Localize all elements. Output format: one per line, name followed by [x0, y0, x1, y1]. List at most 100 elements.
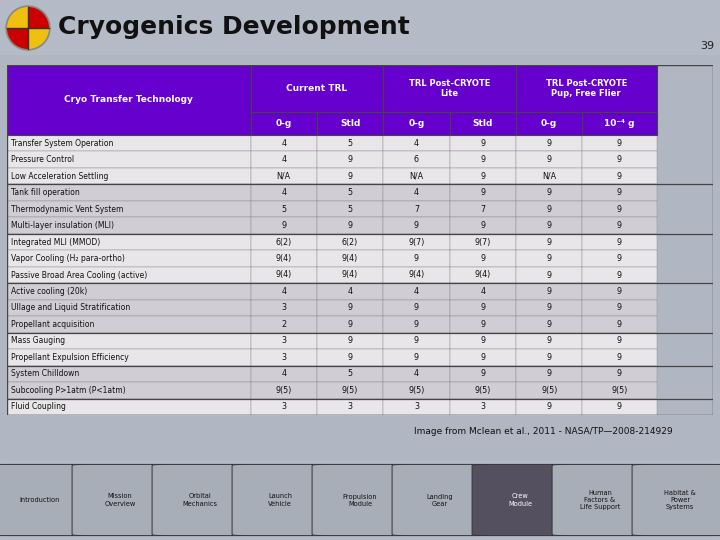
Bar [251, 333, 317, 349]
Text: TRL Post-CRYOTE
Pup, Free Flier: TRL Post-CRYOTE Pup, Free Flier [546, 79, 627, 98]
Bar [7, 65, 251, 135]
Bar [383, 234, 450, 251]
Text: Habitat &
Power
Systems: Habitat & Power Systems [664, 490, 696, 510]
Bar [516, 234, 582, 251]
Bar [582, 284, 657, 300]
Bar [582, 300, 657, 316]
Text: 2: 2 [282, 320, 287, 329]
Bar [582, 366, 657, 382]
Text: 9: 9 [546, 188, 552, 197]
Bar [582, 234, 657, 251]
Text: 9(4): 9(4) [408, 271, 425, 280]
Text: 5: 5 [348, 205, 353, 214]
Bar [7, 135, 251, 152]
Bar [7, 168, 251, 185]
Text: 9: 9 [617, 188, 622, 197]
Bar [582, 201, 657, 218]
Bar [582, 399, 657, 415]
Bar [383, 168, 450, 185]
Text: 9(4): 9(4) [474, 271, 491, 280]
Bar [317, 284, 383, 300]
FancyBboxPatch shape [232, 464, 328, 536]
Bar [7, 185, 251, 201]
Text: 9: 9 [546, 221, 552, 230]
Bar [317, 218, 383, 234]
Text: 10⁻⁴ g: 10⁻⁴ g [604, 119, 635, 128]
Bar [383, 300, 450, 316]
Text: 3: 3 [282, 336, 287, 346]
Bar [0, 55, 720, 460]
Text: 9: 9 [480, 369, 485, 379]
Bar [251, 300, 317, 316]
Text: 9: 9 [546, 303, 552, 313]
Bar [516, 267, 582, 284]
Bar [450, 112, 516, 135]
Text: 6(2): 6(2) [342, 238, 359, 247]
Text: Pressure Control: Pressure Control [12, 155, 74, 164]
Text: 9: 9 [348, 155, 353, 164]
Bar [516, 185, 582, 201]
Text: 4: 4 [414, 287, 419, 296]
Text: 3: 3 [348, 402, 353, 411]
Bar [251, 251, 317, 267]
Text: 9: 9 [480, 221, 485, 230]
Text: 9: 9 [617, 353, 622, 362]
Text: 9: 9 [480, 320, 485, 329]
Text: 9: 9 [617, 254, 622, 263]
Text: 9: 9 [414, 320, 419, 329]
Text: 9(5): 9(5) [541, 386, 557, 395]
Bar [516, 333, 582, 349]
Text: 9: 9 [617, 155, 622, 164]
Bar [383, 251, 450, 267]
Text: 4: 4 [282, 155, 287, 164]
Bar [582, 185, 657, 201]
Text: 5: 5 [348, 188, 353, 197]
Bar [450, 284, 516, 300]
FancyBboxPatch shape [552, 464, 648, 536]
Bar [450, 218, 516, 234]
Bar [383, 65, 516, 112]
Text: 9: 9 [617, 205, 622, 214]
Bar [317, 152, 383, 168]
Bar [251, 112, 317, 135]
Bar [251, 152, 317, 168]
Text: 9: 9 [480, 172, 485, 181]
Bar [251, 366, 317, 382]
Text: 9(7): 9(7) [408, 238, 425, 247]
FancyBboxPatch shape [72, 464, 168, 536]
Bar [383, 284, 450, 300]
Bar [450, 267, 516, 284]
Text: 3: 3 [282, 303, 287, 313]
Bar [251, 382, 317, 399]
Text: 9(5): 9(5) [276, 386, 292, 395]
Text: 9(4): 9(4) [342, 254, 359, 263]
Bar [383, 135, 450, 152]
Bar [450, 333, 516, 349]
Text: 9: 9 [617, 271, 622, 280]
Bar [317, 267, 383, 284]
Text: 9(5): 9(5) [474, 386, 491, 395]
Text: 0-g: 0-g [408, 119, 425, 128]
Text: Introduction: Introduction [20, 497, 60, 503]
Bar [7, 234, 251, 251]
Text: Subcooling P>1atm (P<1atm): Subcooling P>1atm (P<1atm) [12, 386, 126, 395]
Text: 9: 9 [546, 369, 552, 379]
Text: Cryogenics Development: Cryogenics Development [58, 15, 410, 39]
Bar [582, 152, 657, 168]
Bar [450, 399, 516, 415]
Text: 9: 9 [546, 139, 552, 148]
Bar [516, 65, 657, 112]
Text: 9(4): 9(4) [276, 271, 292, 280]
Bar [582, 333, 657, 349]
Bar [383, 267, 450, 284]
Text: 9: 9 [414, 303, 419, 313]
Bar [582, 218, 657, 234]
Text: 9: 9 [348, 221, 353, 230]
Bar [582, 251, 657, 267]
Text: 9: 9 [480, 254, 485, 263]
Bar [450, 185, 516, 201]
Bar [383, 366, 450, 382]
Bar [516, 284, 582, 300]
Bar [251, 234, 317, 251]
Bar [450, 234, 516, 251]
